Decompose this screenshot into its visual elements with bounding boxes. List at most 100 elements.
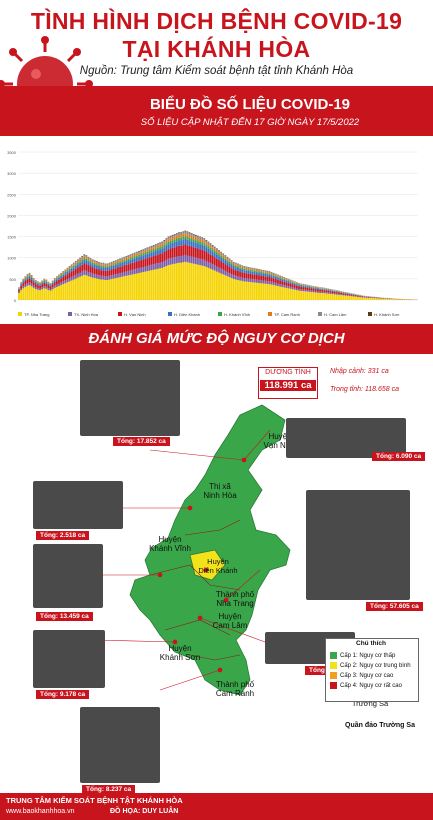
bar-segment	[403, 299, 406, 300]
positives-admitted: Nhập cảnh: 331 ca	[330, 368, 389, 375]
bar-segment	[245, 266, 248, 268]
bar-segment	[18, 291, 20, 294]
bar-segment	[169, 264, 172, 300]
bar-segment	[197, 248, 199, 259]
bar-segment	[114, 263, 117, 266]
bar-segment	[249, 273, 252, 279]
bar-segment	[203, 238, 206, 239]
bar-segment	[283, 281, 286, 286]
bar-segment	[266, 271, 269, 274]
bar-segment	[230, 263, 233, 266]
bar-segment	[312, 287, 315, 289]
bar-segment	[110, 279, 113, 300]
bar-segment	[194, 235, 197, 238]
bar-segment	[234, 275, 237, 280]
bar-segment	[91, 261, 94, 263]
bar-segment	[93, 278, 96, 300]
bar-segment	[150, 246, 153, 249]
bar-segment	[85, 270, 88, 276]
bar-segment	[274, 275, 277, 277]
bar-segment	[184, 231, 187, 234]
bar-segment	[213, 270, 216, 300]
bar-segment	[234, 264, 237, 266]
bar-segment	[237, 267, 239, 271]
bar-segment	[152, 256, 155, 265]
bar-segment	[70, 265, 73, 268]
bar-segment	[66, 282, 69, 300]
bar-segment	[237, 276, 239, 280]
bar-segment	[241, 280, 244, 300]
bar-segment	[95, 261, 98, 263]
bar-segment	[218, 260, 220, 268]
bar-segment	[222, 255, 225, 258]
bar-segment	[150, 256, 153, 265]
bar-segment	[192, 234, 195, 235]
bar-segment	[49, 290, 52, 300]
bar-segment	[201, 242, 204, 245]
bar-segment	[34, 287, 37, 290]
bar-segment	[51, 281, 54, 283]
bar-segment	[20, 283, 23, 285]
bar-segment	[203, 240, 206, 244]
bar-segment	[291, 281, 294, 283]
bar-segment	[277, 277, 279, 280]
bar-segment	[32, 282, 35, 286]
bar-segment	[95, 268, 98, 275]
bar-segment	[213, 246, 216, 248]
bar-segment	[264, 276, 267, 281]
bar-segment	[363, 297, 366, 300]
bar-segment	[268, 284, 271, 300]
bar-segment	[285, 287, 288, 300]
bar-segment	[184, 236, 187, 239]
bar-segment	[241, 266, 244, 269]
bar-segment	[289, 286, 292, 289]
bar-segment	[60, 285, 63, 300]
bar-segment	[277, 283, 279, 287]
bar-segment	[350, 294, 353, 296]
bar-segment	[369, 298, 372, 300]
bar-segment	[41, 282, 44, 283]
bar-segment	[308, 285, 311, 287]
bar-segment	[237, 263, 239, 266]
bar-segment	[310, 292, 313, 300]
bar-segment	[85, 256, 88, 259]
bar-segment	[211, 251, 214, 257]
bar-segment	[317, 289, 319, 292]
bar-segment	[28, 276, 31, 279]
bar-segment	[243, 266, 246, 268]
bar-segment	[188, 237, 191, 241]
bar-segment	[230, 278, 233, 300]
bar-segment	[224, 275, 227, 300]
bar-segment	[102, 263, 105, 265]
bar-segment	[117, 273, 119, 278]
bar-segment	[47, 281, 50, 283]
bar-segment	[342, 292, 345, 294]
bar-segment	[243, 272, 246, 279]
bar-segment	[401, 299, 404, 300]
bar-segment	[350, 294, 353, 295]
bar-segment	[270, 272, 273, 274]
bar-segment	[317, 288, 319, 290]
bar-segment	[258, 269, 260, 271]
bar-segment	[371, 297, 374, 298]
bar-segment	[70, 264, 73, 266]
bar-segment	[64, 269, 67, 271]
bar-segment	[117, 277, 119, 300]
bar-segment	[104, 279, 107, 300]
bar-segment	[270, 275, 273, 278]
bar-segment	[140, 267, 143, 273]
bar-segment	[161, 242, 164, 244]
bar-segment	[321, 293, 324, 300]
bar-segment	[142, 253, 145, 256]
bar-segment	[209, 245, 212, 248]
bar-segment	[304, 289, 307, 292]
bar-segment	[213, 248, 216, 251]
bar-segment	[85, 258, 88, 261]
bar-segment	[283, 285, 286, 288]
bar-segment	[300, 289, 303, 291]
bar-segment	[32, 278, 35, 280]
bar-segment	[277, 276, 279, 278]
bar-segment	[62, 271, 65, 273]
bar-segment	[319, 288, 321, 289]
bar-segment	[218, 254, 220, 257]
